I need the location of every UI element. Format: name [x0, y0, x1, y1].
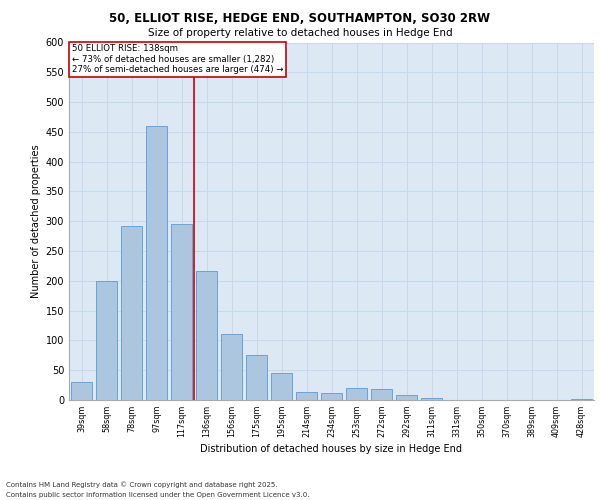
- X-axis label: Distribution of detached houses by size in Hedge End: Distribution of detached houses by size …: [200, 444, 463, 454]
- Text: Contains public sector information licensed under the Open Government Licence v3: Contains public sector information licen…: [6, 492, 310, 498]
- Bar: [346, 388, 367, 400]
- Bar: [196, 270, 217, 400]
- Bar: [271, 372, 292, 400]
- Bar: [421, 398, 442, 400]
- Y-axis label: Number of detached properties: Number of detached properties: [31, 144, 41, 298]
- Text: Contains HM Land Registry data © Crown copyright and database right 2025.: Contains HM Land Registry data © Crown c…: [6, 481, 277, 488]
- Bar: [71, 382, 92, 400]
- Bar: [221, 334, 242, 400]
- Bar: [296, 392, 317, 400]
- Bar: [146, 126, 167, 400]
- Bar: [371, 388, 392, 400]
- Text: 50 ELLIOT RISE: 138sqm
← 73% of detached houses are smaller (1,282)
27% of semi-: 50 ELLIOT RISE: 138sqm ← 73% of detached…: [71, 44, 283, 74]
- Bar: [321, 394, 342, 400]
- Bar: [96, 282, 117, 400]
- Text: Size of property relative to detached houses in Hedge End: Size of property relative to detached ho…: [148, 28, 452, 38]
- Bar: [171, 224, 192, 400]
- Bar: [121, 226, 142, 400]
- Text: 50, ELLIOT RISE, HEDGE END, SOUTHAMPTON, SO30 2RW: 50, ELLIOT RISE, HEDGE END, SOUTHAMPTON,…: [109, 12, 491, 26]
- Bar: [246, 356, 267, 400]
- Bar: [396, 395, 417, 400]
